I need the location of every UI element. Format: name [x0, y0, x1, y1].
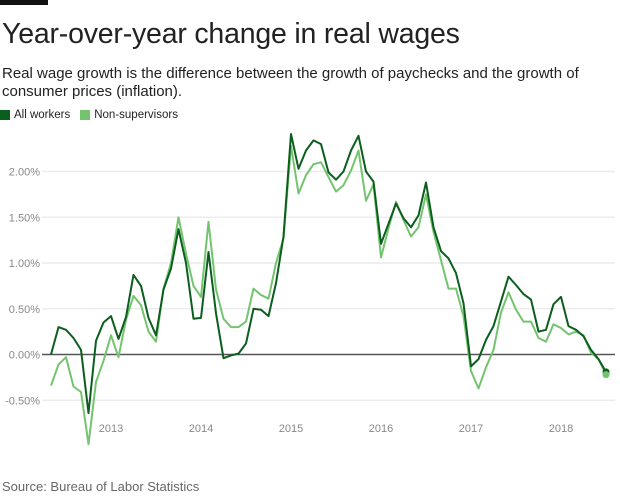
y-tick-label: 1.50%: [9, 212, 40, 224]
endpoint-marker-non-supervisors: [602, 371, 610, 379]
y-tick-label: 0.00%: [9, 350, 40, 362]
x-tick-label: 2013: [99, 423, 123, 435]
y-tick-label: 2.00%: [9, 167, 40, 179]
y-tick-label: 1.00%: [9, 258, 40, 270]
y-tick-label: 0.50%: [9, 304, 40, 316]
x-tick-label: 2017: [459, 423, 483, 435]
x-tick-label: 2014: [189, 423, 213, 435]
y-tick-label: -0.50%: [5, 395, 40, 407]
legend-swatch-non-supervisors: [80, 110, 91, 120]
legend-label: Non-supervisors: [94, 109, 178, 121]
legend: All workers Non-supervisors: [0, 109, 178, 121]
legend-swatch-all-workers: [0, 110, 10, 120]
legend-item-non-supervisors: Non-supervisors: [80, 109, 178, 121]
source-note: Source: Bureau of Labor Statistics: [2, 479, 200, 494]
x-tick-label: 2015: [279, 423, 303, 435]
top-accent-bar: [0, 0, 48, 5]
chart-subtitle: Real wage growth is the difference betwe…: [2, 65, 579, 100]
legend-item-all-workers: All workers: [0, 109, 70, 121]
x-tick-label: 2018: [549, 423, 573, 435]
series-line-all-workers: [50, 133, 607, 415]
legend-label: All workers: [14, 109, 71, 121]
chart-title: Year-over-year change in real wages: [2, 18, 460, 50]
x-tick-label: 2016: [369, 423, 393, 435]
series-line-non-supervisors: [50, 144, 607, 446]
